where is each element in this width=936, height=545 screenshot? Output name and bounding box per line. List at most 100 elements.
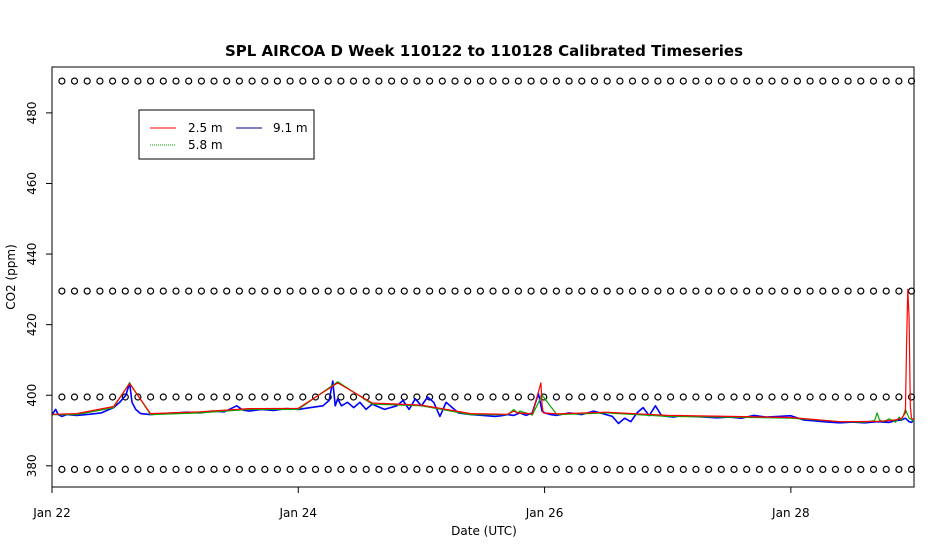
marker-row-429.5-point <box>96 287 104 295</box>
marker-row-399.5-point <box>730 393 738 401</box>
marker-row-429.5-point <box>755 287 764 295</box>
marker-row-429.5-point <box>869 287 878 295</box>
marker-row-399.5-point <box>299 393 307 401</box>
marker-row-399.5-point <box>565 393 573 401</box>
marker-row-379-point <box>628 465 637 473</box>
marker-row-429.5-point <box>476 287 484 295</box>
marker-row-379-point <box>793 465 802 473</box>
marker-row-429.5-point <box>768 287 776 295</box>
marker-row-489-point <box>831 77 840 85</box>
marker-row-399.5-point <box>388 393 396 401</box>
marker-row-399.5-point <box>895 393 903 401</box>
marker-row-429.5-point <box>502 287 510 295</box>
marker-row-489-point <box>869 77 878 85</box>
marker-row-379-point <box>806 465 814 473</box>
marker-row-379-point <box>831 465 840 473</box>
marker-row-429.5-point <box>362 287 370 295</box>
marker-row-429.5-point <box>552 287 561 295</box>
legend-label-5-8m: 5.8 m <box>188 138 223 152</box>
chart-title: SPL AIRCOA D Week 110122 to 110128 Calib… <box>225 42 743 60</box>
marker-row-379-point <box>324 465 332 473</box>
marker-row-379-point <box>743 465 751 473</box>
marker-row-399.5-point <box>438 393 446 401</box>
marker-row-489-point <box>857 77 865 85</box>
marker-row-379-point <box>704 465 713 473</box>
marker-row-429.5-point <box>286 287 294 295</box>
marker-row-489-point <box>273 77 281 85</box>
marker-row-429.5-point <box>882 287 890 295</box>
marker-row-379-point <box>781 465 789 473</box>
marker-row-399.5-point <box>375 393 383 401</box>
y-tick-label: 440 <box>25 243 39 266</box>
marker-row-489-point <box>83 77 91 85</box>
marker-row-429.5-point <box>730 287 738 295</box>
marker-row-379-point <box>692 465 700 473</box>
marker-row-399.5-point <box>58 393 66 401</box>
marker-row-489-point <box>413 77 421 85</box>
marker-row-429.5-point <box>717 287 725 295</box>
marker-row-379-point <box>261 465 269 473</box>
marker-row-489-point <box>70 77 79 85</box>
marker-row-489-point <box>299 77 307 85</box>
x-axis: Jan 22 Jan 24 Jan 26 Jan 28 <box>32 486 810 520</box>
marker-row-489-point <box>108 77 117 85</box>
marker-row-379-point <box>426 465 434 473</box>
marker-row-379-point <box>349 465 358 473</box>
marker-row-429.5-point <box>311 287 320 295</box>
y-tick-label: 400 <box>25 384 39 407</box>
marker-row-429.5-point <box>603 287 611 295</box>
marker-row-489-point <box>502 77 510 85</box>
marker-row-429.5-point <box>261 287 269 295</box>
marker-row-489-point <box>907 77 916 85</box>
marker-row-429.5-point <box>857 287 865 295</box>
marker-row-379-point <box>159 465 167 473</box>
marker-row-399.5-point <box>83 393 91 401</box>
marker-row-399.5-point <box>235 393 243 401</box>
marker-row-489-point <box>755 77 764 85</box>
marker-row-429.5-point <box>616 287 624 295</box>
marker-row-489-point <box>476 77 484 85</box>
y-tick-label: 480 <box>25 101 39 124</box>
marker-row-429.5-point <box>159 287 167 295</box>
x-tick-label: Jan 26 <box>525 506 564 520</box>
marker-row-379-point <box>514 465 523 473</box>
y-tick-label: 380 <box>25 454 39 477</box>
marker-row-429.5-point <box>70 287 79 295</box>
marker-row-399.5-point <box>844 393 852 401</box>
marker-row-379-point <box>311 465 320 473</box>
marker-row-379-point <box>895 465 903 473</box>
marker-row-399.5-point <box>819 393 827 401</box>
marker-row-429.5-point <box>540 287 548 295</box>
marker-row-489-point <box>324 77 332 85</box>
marker-row-379-point <box>844 465 852 473</box>
marker-row-429.5-point <box>654 287 662 295</box>
marker-row-489-point <box>96 77 104 85</box>
x-tick-label: Jan 28 <box>771 506 810 520</box>
series-lines <box>51 288 915 425</box>
marker-row-489-point <box>590 77 599 85</box>
marker-row-399.5-point <box>223 393 231 401</box>
marker-row-429.5-point <box>692 287 700 295</box>
marker-row-399.5-point <box>261 393 269 401</box>
marker-row-399.5-point <box>692 393 700 401</box>
marker-row-489-point <box>311 77 320 85</box>
marker-row-399.5-point <box>869 393 878 401</box>
marker-row-379-point <box>857 465 865 473</box>
marker-row-489-point <box>540 77 548 85</box>
marker-row-399.5-point <box>70 393 79 401</box>
marker-row-399.5-point <box>197 393 205 401</box>
marker-row-429.5-point <box>388 287 396 295</box>
marker-row-399.5-point <box>426 393 434 401</box>
marker-row-429.5-point <box>108 287 117 295</box>
marker-row-489-point <box>578 77 586 85</box>
series-line-5-8-m <box>52 381 915 423</box>
marker-row-489-point <box>882 77 890 85</box>
marker-row-399.5-point <box>514 393 523 401</box>
marker-row-429.5-point <box>121 287 129 295</box>
marker-row-379-point <box>603 465 611 473</box>
marker-row-429.5-point <box>324 287 332 295</box>
marker-row-399.5-point <box>172 393 180 401</box>
marker-row-379-point <box>476 465 484 473</box>
marker-row-399.5-point <box>743 393 751 401</box>
marker-row-489-point <box>768 77 776 85</box>
